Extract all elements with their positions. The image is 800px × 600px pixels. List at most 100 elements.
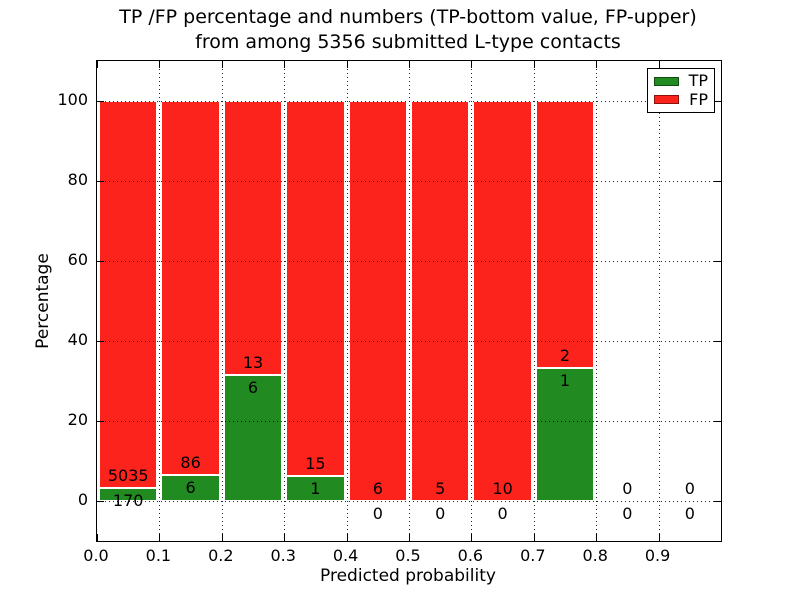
bar-segment-fp xyxy=(411,101,470,501)
chart-title: TP /FP percentage and numbers (TP-bottom… xyxy=(96,5,720,55)
y-tick-mark xyxy=(714,101,721,102)
legend-entry-fp: FP xyxy=(654,89,708,109)
x-tick-mark xyxy=(471,61,473,68)
bar-segment-fp xyxy=(223,101,283,375)
fp-count-label: 86 xyxy=(180,452,201,472)
x-gridline xyxy=(221,61,223,541)
fp-count-label: 13 xyxy=(242,352,264,372)
x-gridline xyxy=(159,61,161,541)
y-tick-mark xyxy=(714,341,721,342)
y-tick-label: 100 xyxy=(57,90,88,109)
bar-segment-fp xyxy=(535,101,595,368)
y-gridline xyxy=(97,101,721,102)
fp-count-label: 5035 xyxy=(107,465,149,485)
legend-swatch-fp xyxy=(654,95,680,105)
x-tick-mark xyxy=(596,534,598,541)
tp-count-label: 1 xyxy=(559,370,571,390)
x-tick-label: 0.5 xyxy=(395,546,421,565)
x-tick-mark xyxy=(409,534,410,541)
y-tick-mark xyxy=(97,261,104,262)
x-tick-mark xyxy=(221,61,223,68)
tp-count-label: 6 xyxy=(185,477,196,497)
x-tick-mark xyxy=(159,61,161,68)
x-tick-mark xyxy=(159,534,161,541)
y-tick-mark xyxy=(97,501,104,502)
bar-segment-tp xyxy=(535,367,595,501)
bar-segment-tp xyxy=(161,474,220,501)
x-tick-mark xyxy=(658,61,660,68)
x-gridline xyxy=(658,61,660,541)
tp-count-label: 6 xyxy=(247,377,259,397)
tp-count-label: 0 xyxy=(622,504,633,523)
x-tick-mark xyxy=(284,61,286,68)
bar-segment-tp xyxy=(286,476,345,501)
x-tick-mark xyxy=(658,534,660,541)
x-axis-label: Predicted probability xyxy=(320,566,496,586)
legend-entry-tp: TP xyxy=(654,73,708,89)
y-tick-label: 0 xyxy=(77,490,88,509)
x-tick-mark xyxy=(409,61,410,68)
tp-count-label: 0 xyxy=(497,504,508,523)
y-tick-mark xyxy=(97,341,104,342)
fp-count-label: 10 xyxy=(492,479,513,498)
fp-count-label: 5 xyxy=(435,479,446,498)
x-tick-label: 0.9 xyxy=(644,546,671,565)
x-tick-mark xyxy=(346,61,348,68)
plot-area: 5035 170 86 6 13 6 15 1 6 0 5 0 10 0 2 1 0 0 0 0 TP FP xyxy=(96,60,722,542)
x-gridline xyxy=(596,61,598,541)
y-tick-mark xyxy=(714,181,721,182)
tp-count-label: 0 xyxy=(684,504,695,523)
tp-count-label: 1 xyxy=(310,479,321,498)
y-tick-label: 60 xyxy=(67,250,88,269)
bar-segment-fp xyxy=(161,101,220,475)
chart-title-line2: from among 5356 submitted L-type contact… xyxy=(195,31,621,53)
legend-label-tp: TP xyxy=(688,71,708,91)
y-gridline xyxy=(97,261,721,262)
x-tick-label: 0.3 xyxy=(270,546,296,565)
fp-count-label: 0 xyxy=(684,479,695,498)
y-gridline xyxy=(97,421,721,422)
x-tick-mark xyxy=(284,534,286,541)
bar-segment-fp xyxy=(99,101,158,488)
tp-count-label: 0 xyxy=(435,504,446,523)
x-tick-mark xyxy=(533,61,535,68)
y-tick-label: 40 xyxy=(67,330,88,349)
x-tick-label: 0.1 xyxy=(145,546,172,565)
x-gridline xyxy=(409,61,410,541)
bar-segment-tp xyxy=(223,374,283,501)
x-gridline xyxy=(533,61,535,541)
y-tick-mark xyxy=(714,421,721,422)
legend-label-fp: FP xyxy=(689,89,708,109)
y-gridline xyxy=(97,181,721,182)
x-gridline xyxy=(346,61,348,541)
y-gridline xyxy=(97,341,721,342)
x-tick-label: 0.7 xyxy=(520,546,546,565)
x-tick-label: 0.0 xyxy=(83,546,109,565)
y-tick-label: 80 xyxy=(67,170,88,189)
x-tick-label: 0.2 xyxy=(208,546,234,565)
x-tick-mark xyxy=(346,534,348,541)
fp-count-label: 0 xyxy=(622,479,633,498)
x-tick-mark xyxy=(596,61,598,68)
fp-count-label: 2 xyxy=(559,345,571,365)
x-tick-label: 0.8 xyxy=(582,546,608,565)
x-tick-label: 0.6 xyxy=(457,546,484,565)
x-tick-mark xyxy=(533,534,535,541)
x-tick-mark xyxy=(221,534,223,541)
y-tick-mark xyxy=(97,181,104,182)
legend: TP FP xyxy=(647,68,715,113)
y-tick-mark xyxy=(714,501,721,502)
bar-segment-fp xyxy=(473,101,532,501)
y-tick-mark xyxy=(714,261,721,262)
chart-title-line1: TP /FP percentage and numbers (TP-bottom… xyxy=(119,6,697,28)
legend-swatch-tp xyxy=(654,76,679,86)
fp-count-label: 15 xyxy=(305,454,326,473)
y-tick-label: 20 xyxy=(67,410,88,429)
y-tick-mark xyxy=(97,101,104,102)
bar-segment-tp xyxy=(99,487,158,501)
bar-segment-fp xyxy=(286,101,345,476)
x-gridline xyxy=(471,61,473,541)
x-gridline xyxy=(284,61,286,541)
fp-count-label: 6 xyxy=(372,479,383,498)
